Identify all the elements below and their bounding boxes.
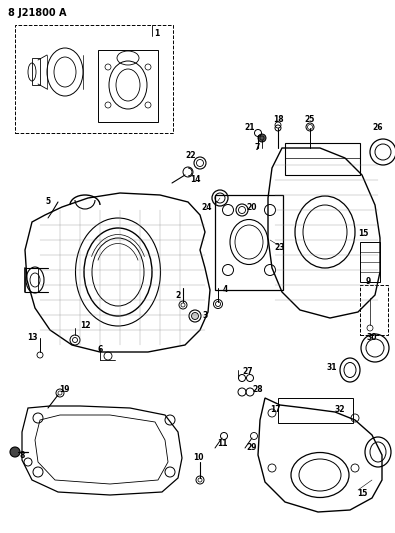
Bar <box>215 195 283 290</box>
Text: 1: 1 <box>154 28 160 37</box>
Bar <box>285 143 360 175</box>
Text: 2: 2 <box>175 290 181 300</box>
Text: 28: 28 <box>253 385 263 394</box>
Text: 17: 17 <box>270 406 280 415</box>
Bar <box>98 50 158 122</box>
Circle shape <box>258 134 266 142</box>
Text: 8: 8 <box>19 450 24 459</box>
Text: 24: 24 <box>202 204 212 213</box>
Text: 18: 18 <box>273 116 283 125</box>
Text: 7: 7 <box>254 143 260 152</box>
Text: 14: 14 <box>190 175 200 184</box>
Bar <box>278 398 353 423</box>
Text: 25: 25 <box>305 116 315 125</box>
Bar <box>360 285 388 335</box>
Text: 32: 32 <box>335 406 345 415</box>
Circle shape <box>10 447 20 457</box>
Text: 15: 15 <box>357 489 367 497</box>
Text: 27: 27 <box>243 367 253 376</box>
Text: 13: 13 <box>27 334 37 343</box>
Text: 12: 12 <box>80 320 90 329</box>
Text: 22: 22 <box>186 150 196 159</box>
Text: 15: 15 <box>358 229 368 238</box>
Text: 3: 3 <box>202 311 208 319</box>
Bar <box>15 25 173 133</box>
Text: 11: 11 <box>217 439 227 448</box>
Text: 31: 31 <box>327 364 337 373</box>
Text: 21: 21 <box>245 123 255 132</box>
Text: 30: 30 <box>367 334 377 343</box>
Text: 19: 19 <box>59 385 69 394</box>
Text: 20: 20 <box>247 203 257 212</box>
Circle shape <box>192 312 199 319</box>
Text: 6: 6 <box>98 345 103 354</box>
Bar <box>32 58 40 85</box>
Bar <box>360 242 380 282</box>
Text: 8 J21800 A: 8 J21800 A <box>8 8 66 18</box>
Text: 29: 29 <box>247 443 257 453</box>
Text: 9: 9 <box>365 278 371 287</box>
Text: 26: 26 <box>373 124 383 133</box>
Text: 4: 4 <box>222 286 228 295</box>
Text: 5: 5 <box>45 198 51 206</box>
Text: 23: 23 <box>275 244 285 253</box>
Text: 10: 10 <box>193 453 203 462</box>
